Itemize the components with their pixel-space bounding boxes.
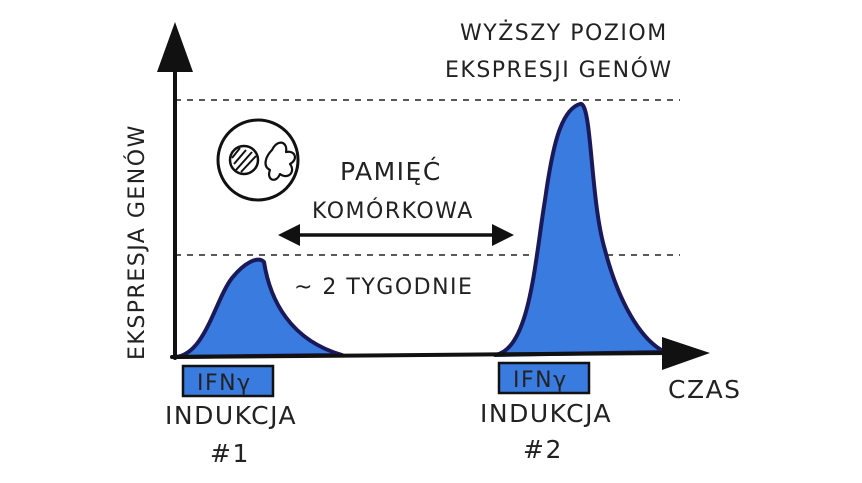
memory-label-line-1: PAMIĘĆ (340, 156, 442, 186)
induction-2-label-line-1: INDUKCJA (480, 399, 612, 428)
x-axis-arrowhead (662, 337, 710, 370)
stimulus-box-2-label: IFNγ (513, 368, 568, 393)
induction-2-label-line-2: #2 (523, 435, 563, 464)
stimulus-box-1-label: IFNγ (197, 371, 252, 396)
memory-interval-double-arrow (278, 224, 514, 246)
x-axis (170, 351, 672, 359)
induction-1-label-line-1: INDUKCJA (165, 401, 297, 430)
stimulus-box-2: IFNγ (497, 361, 591, 395)
x-axis-label: CZAS (668, 375, 742, 404)
interval-label: ~ 2 TYGODNIE (294, 275, 473, 300)
top-annotation-line-1: WYŻSZY POZIOM (460, 20, 668, 46)
top-annotation-line-2: EKSPRESJI GENÓW (445, 57, 673, 83)
y-axis-label: EKSPRESJA GENÓW (124, 124, 150, 360)
cell-icon (216, 118, 300, 202)
expression-peak-2 (493, 101, 667, 357)
y-axis-arrowhead (157, 22, 193, 72)
memory-label-line-2: KOMÓRKOWA (312, 198, 474, 224)
induction-1-label-line-2: #1 (210, 439, 250, 468)
stimulus-box-1: IFNγ (181, 364, 275, 398)
expression-peak-1 (173, 257, 344, 359)
